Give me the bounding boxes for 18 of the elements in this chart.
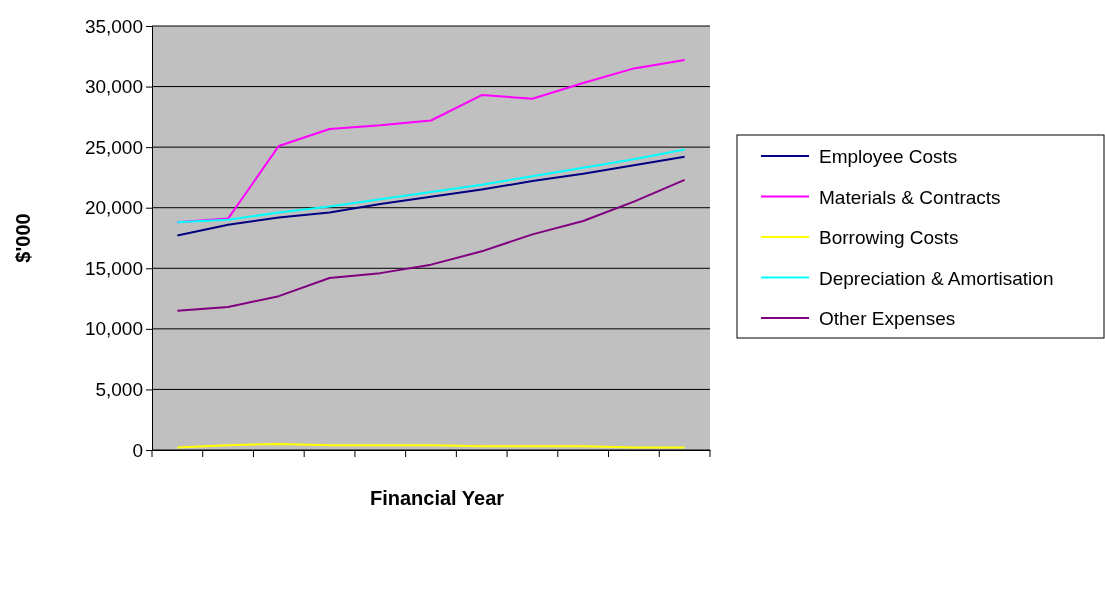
line-series <box>176 178 686 312</box>
y-tick-label: 30,000 <box>84 76 143 98</box>
y-tick-label: 15,000 <box>84 257 143 279</box>
y-tick-label: 5,000 <box>95 379 143 401</box>
legend-label: Materials & Contracts <box>819 186 1001 208</box>
y-tick-label: 35,000 <box>84 15 143 37</box>
y-tick-label: 10,000 <box>84 318 143 340</box>
x-axis-title: Financial Year <box>369 487 505 509</box>
y-tick-label: 0 <box>132 439 143 461</box>
legend-label: Employee Costs <box>819 146 958 167</box>
y-tick-label: 20,000 <box>84 197 143 219</box>
y-axis-title: $'000 <box>12 213 34 263</box>
line-series <box>176 155 686 237</box>
legend-label: Other Expenses <box>819 308 956 329</box>
legend-label: Depreciation & Amortisation <box>819 267 1054 289</box>
line-series <box>176 148 686 224</box>
legend-label: Borrowing Costs <box>819 227 959 248</box>
y-tick-label: 25,000 <box>84 136 143 158</box>
